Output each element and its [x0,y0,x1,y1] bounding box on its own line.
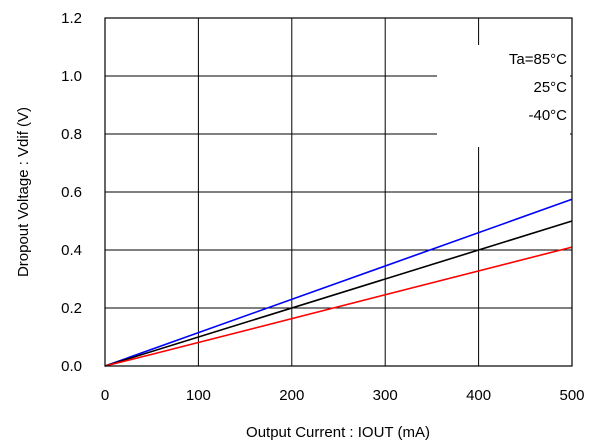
y-tick-label: 0.8 [61,126,82,143]
legend-entry-85c: Ta=85°C [509,51,567,68]
x-tick-label: 0 [101,387,109,404]
y-tick-label: 0.6 [61,184,82,201]
axes [104,17,573,367]
x-axis-title: Output Current : IOUT (mA) [246,424,430,441]
x-tick-labels: 0 100 200 300 400 500 [101,387,585,404]
x-tick-label: 500 [559,387,584,404]
legend-entry-25c: 25°C [533,79,567,96]
x-tick-label: 300 [373,387,398,404]
series-group [104,198,573,367]
y-tick-label: 1.2 [61,10,82,27]
series-line-25c [104,220,573,367]
y-tick-label: 1.0 [61,68,82,85]
x-tick-label: 400 [466,387,491,404]
legend: Ta=85°C 25°C -40°C [437,45,570,147]
y-tick-labels: 0.0 0.2 0.4 0.6 0.8 1.0 1.2 [61,10,82,375]
plot-frame [104,17,573,367]
legend-box [437,45,570,147]
y-axis-title: Dropout Voltage : Vdif (V) [15,107,32,277]
x-tick-label: 100 [186,387,211,404]
y-tick-label: 0.0 [61,358,82,375]
y-tick-label: 0.4 [61,242,82,259]
series-line--40c [104,246,573,367]
y-tick-label: 0.2 [61,300,82,317]
x-tick-label: 200 [279,387,304,404]
series-line-ta85c [104,198,573,367]
legend-entry-minus40c: -40°C [528,107,567,124]
